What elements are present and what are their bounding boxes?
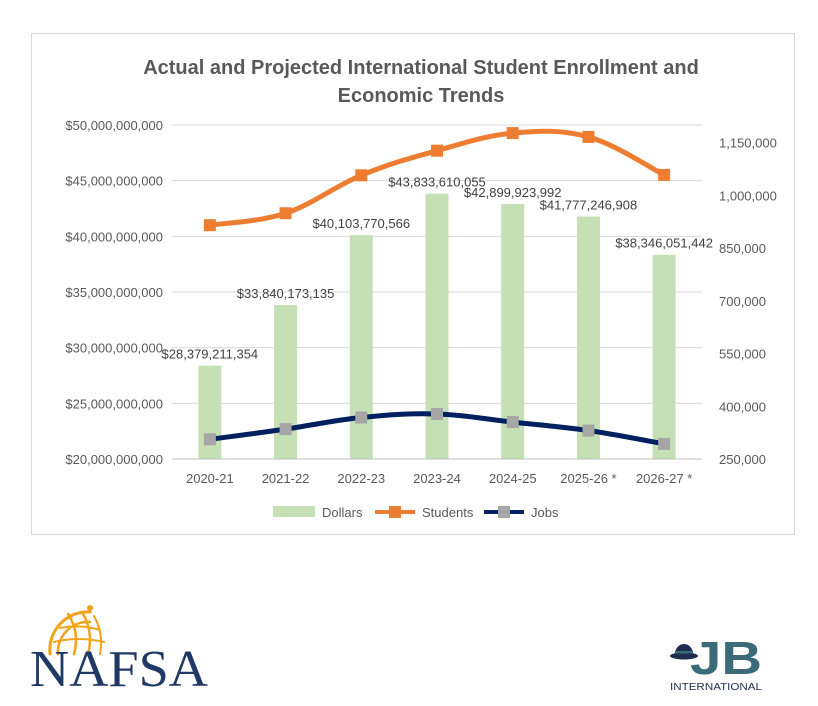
left-axis: $20,000,000,000 $25,000,000,000 $30,000,00…	[65, 118, 163, 467]
left-axis-tick-label: $35,000,000,000	[65, 285, 163, 300]
left-axis-tick-label: $50,000,000,000	[65, 118, 163, 133]
dollars-bar	[425, 193, 449, 460]
dollars-bar	[274, 304, 298, 459]
chart-title-line-2: Economic Trends	[338, 85, 505, 107]
dollars-data-label: $43,833,610,055	[388, 175, 486, 190]
right-axis-tick-label: 700,000	[719, 294, 766, 309]
dollars-bar	[576, 216, 600, 459]
right-axis-tick-label: 250,000	[719, 452, 766, 467]
right-axis-tick-label: 550,000	[719, 347, 766, 362]
left-axis-tick-label: $45,000,000,000	[65, 174, 163, 189]
jb-logo-subtext: INTERNATIONAL	[670, 682, 762, 693]
jobs-point	[431, 407, 443, 420]
legend-dollars-label: Dollars	[322, 505, 363, 520]
nafsa-logo: NAFSA	[30, 605, 208, 692]
legend-students-marker	[389, 506, 401, 518]
right-axis-tick-label: 1,150,000	[719, 136, 777, 151]
x-axis-tick-label: 2024-25	[489, 471, 537, 486]
chart-title-line-1: Actual and Projected International Stude…	[143, 57, 699, 79]
x-axis-tick-label: 2022-23	[337, 471, 385, 486]
dollars-data-label: $42,899,923,992	[464, 185, 562, 200]
students-point	[203, 219, 216, 232]
legend-students-label: Students	[422, 505, 474, 520]
jb-hat-icon	[670, 644, 698, 660]
students-point	[431, 144, 443, 157]
dollars-data-label: $40,103,770,566	[312, 216, 410, 231]
chart-svg: Actual and Projected International Stude…	[65, 57, 777, 520]
right-axis: 250,000 400,000 550,000 700,000 850,000 1,000…	[719, 136, 777, 467]
left-axis-tick-label: $25,000,000,000	[65, 396, 163, 411]
left-axis-tick-label: $30,000,000,000	[65, 341, 163, 356]
dollars-bar	[349, 235, 373, 459]
x-axis-tick-label: 2023-24	[413, 471, 461, 486]
legend-jobs-label: Jobs	[531, 505, 559, 520]
students-point	[506, 127, 519, 140]
jobs-point	[582, 424, 595, 437]
students-point	[658, 168, 671, 181]
x-axis-tick-label: 2026-27 *	[636, 471, 692, 486]
x-axis-tick-label: 2021-22	[262, 471, 310, 486]
data-labels: $28,379,211,354 $33,840,173,135 $40,103,77…	[162, 175, 713, 362]
right-axis-tick-label: 850,000	[719, 241, 766, 256]
students-point	[582, 130, 595, 143]
dollars-data-label: $33,840,173,135	[237, 286, 335, 301]
nafsa-logo-text: NAFSA	[30, 641, 208, 692]
dollars-bar	[652, 254, 676, 459]
legend: Dollars Students Jobs	[273, 505, 559, 520]
legend-dollars-swatch	[273, 506, 315, 517]
dollars-data-label: $41,777,246,908	[540, 198, 638, 213]
chart-title: Actual and Projected International Stude…	[143, 57, 699, 107]
jb-logo-text: JB	[690, 632, 762, 684]
legend-jobs-marker	[498, 506, 510, 518]
dollars-data-label: $38,346,051,442	[615, 236, 713, 251]
jobs-point	[658, 437, 671, 450]
jb-logo: JB INTERNATIONAL	[670, 632, 762, 693]
dollars-data-label: $28,379,211,354	[162, 347, 259, 362]
jobs-point	[203, 433, 216, 446]
jobs-point	[279, 423, 292, 436]
jobs-point	[355, 411, 368, 424]
chart-frame: Actual and Projected International Stude…	[31, 33, 795, 535]
dollars-bar	[501, 204, 525, 459]
right-axis-tick-label: 400,000	[719, 399, 766, 414]
x-axis-tick-label: 2025-26 *	[560, 471, 616, 486]
students-point	[279, 207, 292, 220]
students-point	[355, 169, 368, 182]
left-axis-tick-label: $20,000,000,000	[65, 452, 163, 467]
nafsa-globe-icon	[48, 605, 105, 656]
x-axis-tick-label: 2020-21	[186, 471, 234, 486]
left-axis-tick-label: $40,000,000,000	[65, 229, 163, 244]
jobs-point	[506, 416, 519, 429]
right-axis-tick-label: 1,000,000	[719, 188, 777, 203]
dollars-bars	[198, 193, 676, 460]
x-axis: 2020-21 2021-22 2022-23 2023-24 2024-25 2025-…	[172, 458, 702, 486]
series-lines	[203, 127, 671, 450]
